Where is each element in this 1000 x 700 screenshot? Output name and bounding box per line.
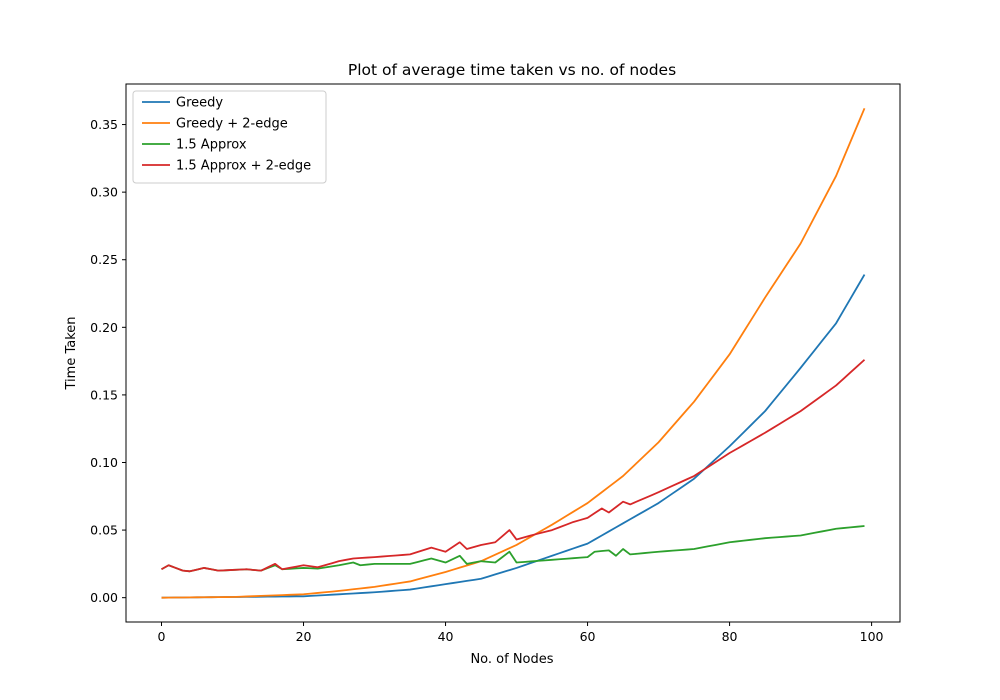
chart-title: Plot of average time taken vs no. of nod… [348,61,676,79]
x-tick-label: 80 [722,629,738,644]
y-tick-label: 0.15 [90,387,118,402]
y-axis-label: Time Taken [64,316,79,390]
x-tick-label: 100 [860,629,884,644]
y-tick-label: 0.30 [90,185,118,200]
series-layer [161,107,866,599]
y-tick-label: 0.35 [90,117,118,132]
legend-label-4: 1.5 Approx + 2-edge [176,159,311,174]
legend-label-3: 1.5 Approx [176,138,247,153]
x-tick-label: 20 [296,629,312,644]
y-tick-label: 0.20 [90,320,118,335]
y-tick-label: 0.05 [90,523,118,538]
series-line-4 [161,359,866,573]
series-line-2 [161,107,866,599]
y-tick-label: 0.00 [90,590,118,605]
legend-label-1: Greedy [176,96,223,111]
y-tick-label: 0.10 [90,455,118,470]
x-axis-label: No. of Nodes [470,652,553,667]
legend: Greedy Greedy + 2-edge 1.5 Approx 1.5 Appro… [132,90,327,184]
x-tick-label: 40 [438,629,454,644]
y-tick-label: 0.25 [90,252,118,267]
legend-box [132,90,327,184]
x-tick-label: 0 [158,629,166,644]
series-line-1 [161,274,866,599]
y-axis: 0.00 0.05 0.10 0.15 0.20 0.25 0.30 0.35 [90,117,126,605]
x-tick-label: 60 [580,629,596,644]
x-axis: 0 20 40 60 80 100 [158,622,884,644]
legend-label-2: Greedy + 2-edge [176,117,288,132]
plot-frame [125,83,901,623]
